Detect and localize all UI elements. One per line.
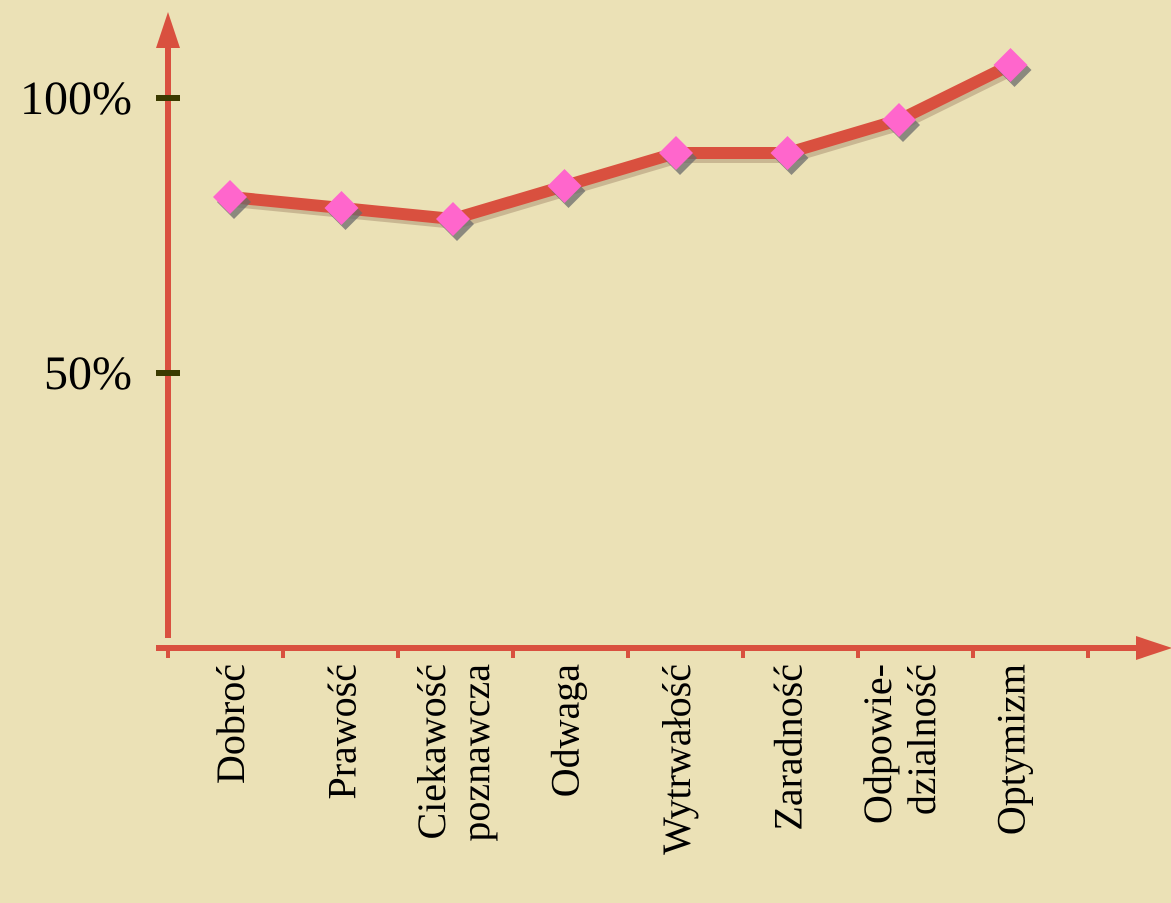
data-point xyxy=(659,136,693,170)
category-label: Prawość xyxy=(320,664,365,800)
axes xyxy=(156,12,1171,660)
category-label: Odwaga xyxy=(543,664,588,798)
y-axis-arrow xyxy=(156,12,180,48)
category-label: Wytrwałość xyxy=(654,664,699,855)
category-label: Dobroć xyxy=(208,664,253,784)
x-axis-arrow xyxy=(1136,636,1171,660)
series-layer xyxy=(213,48,1032,241)
category-label: dzialność xyxy=(899,664,944,815)
ticks xyxy=(156,95,1090,658)
y-tick-label: 50% xyxy=(44,347,132,400)
category-label: Odpowie- xyxy=(855,664,900,824)
data-point xyxy=(770,136,805,170)
category-label: Ciekawość xyxy=(409,664,454,840)
labels: 50% 100% Dobroć Prawość Ciekawość poznawcza Od… xyxy=(20,72,1033,855)
data-point xyxy=(436,202,470,236)
y-tick-label: 100% xyxy=(20,72,132,125)
category-label: Zaradność xyxy=(766,664,811,831)
data-point xyxy=(547,169,582,203)
data-point xyxy=(882,103,916,137)
category-label: Optymizm xyxy=(989,664,1034,835)
category-label: poznawcza xyxy=(453,664,498,842)
data-point xyxy=(324,191,359,225)
data-point xyxy=(213,180,247,214)
data-point xyxy=(993,48,1028,82)
series-line xyxy=(224,59,1017,225)
